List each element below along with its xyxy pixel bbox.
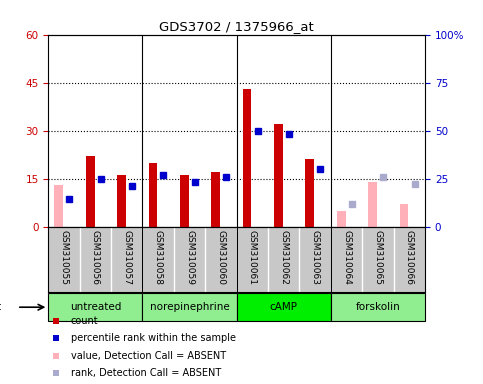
- Text: GSM310066: GSM310066: [405, 230, 414, 285]
- Text: GSM310061: GSM310061: [248, 230, 257, 285]
- Bar: [368, 182, 377, 227]
- Text: GSM310065: GSM310065: [373, 230, 383, 285]
- Text: percentile rank within the sample: percentile rank within the sample: [71, 333, 236, 343]
- Text: count: count: [71, 316, 99, 326]
- Text: GSM310055: GSM310055: [59, 230, 69, 285]
- Text: untreated: untreated: [70, 301, 121, 311]
- Text: agent: agent: [0, 302, 1, 312]
- Text: GSM310060: GSM310060: [216, 230, 226, 285]
- Bar: [148, 162, 157, 227]
- Bar: [142, 293, 237, 321]
- Bar: [242, 89, 252, 227]
- Bar: [274, 124, 283, 227]
- Bar: [305, 159, 314, 227]
- Bar: [48, 293, 142, 321]
- Text: rank, Detection Call = ABSENT: rank, Detection Call = ABSENT: [71, 368, 221, 378]
- Text: cAMP: cAMP: [270, 301, 298, 311]
- Bar: [399, 204, 409, 227]
- Bar: [337, 210, 346, 227]
- Text: GSM310059: GSM310059: [185, 230, 194, 285]
- Text: GSM310058: GSM310058: [154, 230, 163, 285]
- Text: GSM310056: GSM310056: [91, 230, 100, 285]
- Text: GSM310057: GSM310057: [122, 230, 131, 285]
- Text: GSM310063: GSM310063: [311, 230, 320, 285]
- Text: GSM310064: GSM310064: [342, 230, 351, 285]
- Bar: [117, 175, 126, 227]
- Title: GDS3702 / 1375966_at: GDS3702 / 1375966_at: [159, 20, 314, 33]
- Bar: [237, 293, 331, 321]
- Bar: [211, 172, 220, 227]
- Text: GSM310062: GSM310062: [279, 230, 288, 285]
- Bar: [85, 156, 95, 227]
- Text: value, Detection Call = ABSENT: value, Detection Call = ABSENT: [71, 351, 226, 361]
- Text: forskolin: forskolin: [355, 301, 400, 311]
- Text: norepinephrine: norepinephrine: [150, 301, 229, 311]
- Bar: [180, 175, 189, 227]
- Bar: [331, 293, 425, 321]
- Bar: [54, 185, 63, 227]
